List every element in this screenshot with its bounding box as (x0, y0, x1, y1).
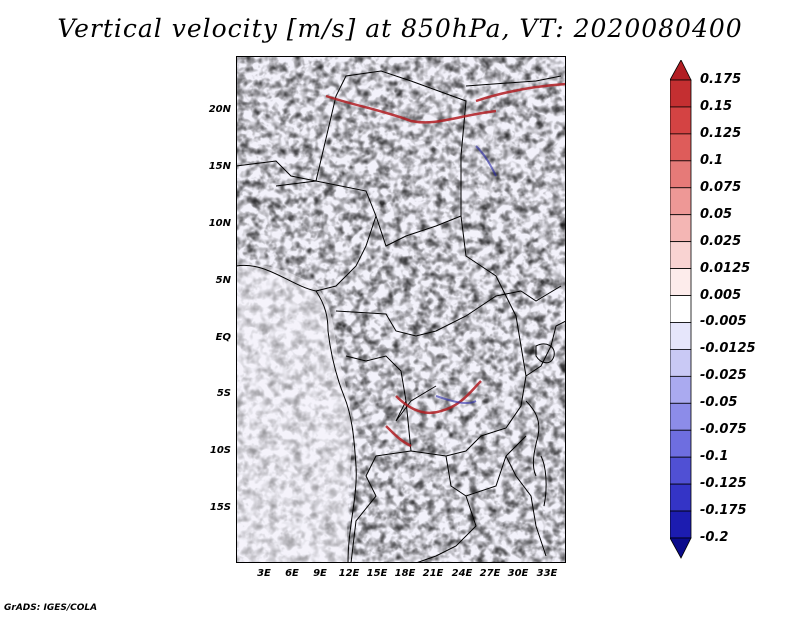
colorbar-cell (670, 429, 692, 458)
sahel-border (236, 70, 467, 216)
lon-label-21e: 21E (422, 568, 444, 579)
ascent-streaks (325, 82, 566, 448)
colorbar-label: -0.2 (700, 530, 729, 545)
colorbar-label: 0.025 (700, 233, 742, 249)
descent-streaks (435, 145, 497, 405)
colorbar-label: -0.175 (700, 503, 747, 519)
colorbar-cell (670, 187, 692, 216)
colorbar-cell (670, 375, 692, 404)
lon-label-6e: 6E (285, 568, 299, 579)
lon-label-18e: 18E (394, 568, 416, 579)
boundaries (236, 70, 566, 563)
colorbar-cell (670, 79, 692, 108)
zambia-south-border (415, 495, 477, 563)
mozambique-border (505, 455, 547, 557)
lon-label-12e: 12E (338, 568, 360, 579)
zambia-border (445, 435, 527, 497)
map-frame (236, 56, 566, 563)
colorbar-cell (670, 402, 692, 431)
colorbar-label: -0.125 (700, 476, 747, 492)
colorbar-label: 0.175 (700, 72, 742, 87)
velocity-map (236, 56, 566, 563)
lon-label-33e: 33E (536, 568, 558, 579)
colorbar-label: 0.15 (700, 98, 733, 114)
lake-tanganyika (525, 400, 540, 477)
credit-text: GrADS: IGES/COLA (4, 603, 98, 613)
colorbar (670, 60, 692, 559)
colorbar-cell (670, 456, 692, 485)
colorbar-label: 0.1 (700, 152, 724, 168)
lon-label-27e: 27E (479, 568, 501, 579)
lon-label-3e: 3E (257, 568, 271, 579)
ethiopia-border (520, 285, 562, 302)
colorbar-cell (670, 133, 692, 162)
colorbar-cell (670, 510, 692, 539)
lon-label-24e: 24E (451, 568, 473, 579)
colorbar-cell (670, 106, 692, 135)
lon-label-30e: 30E (507, 568, 529, 579)
colorbar-cell (670, 268, 692, 296)
colorbar-label: 0.125 (700, 125, 742, 141)
colorbar-bottom-arrow (670, 537, 692, 559)
lat-label-10n: 10N (208, 218, 231, 229)
colorbar-label: 0.075 (700, 179, 742, 195)
colorbar-label: -0.05 (700, 395, 738, 411)
colorbar-cell (670, 214, 692, 243)
ocean-area (236, 264, 353, 563)
lat-label-5s: 5S (216, 388, 231, 399)
map-title: Vertical velocity [m/s] at 850hPa, VT: 2… (57, 14, 743, 43)
colorbar-label: -0.0125 (700, 341, 756, 357)
lat-label-15n: 15N (208, 161, 231, 172)
lat-label-15s: 15S (209, 502, 231, 513)
colorbar-cells (670, 60, 692, 559)
congo-border (345, 355, 437, 422)
colorbar-label: -0.005 (700, 314, 747, 330)
nigeria-border (275, 180, 377, 292)
colorbar-cell (670, 322, 692, 350)
colorbar-label: 0.0125 (700, 260, 751, 276)
colorbar-cell (670, 160, 692, 189)
chad-car-border (375, 215, 517, 317)
lon-label-9e: 9E (313, 568, 327, 579)
colorbar-label: -0.1 (700, 449, 729, 465)
lake-victoria (535, 343, 555, 364)
colorbar-label: 0.005 (700, 287, 742, 303)
lake-malawi (540, 455, 547, 507)
colorbar-label: -0.075 (700, 422, 747, 438)
colorbar-label: 0.05 (700, 206, 733, 222)
north-border (465, 75, 562, 87)
lon-label-15e: 15E (366, 568, 388, 579)
lat-label-5n: 5N (215, 275, 231, 286)
congo-north-border (335, 290, 522, 337)
colorbar-label: -0.025 (700, 368, 747, 384)
colorbar-cell (670, 483, 692, 512)
lat-label-10s: 10S (209, 445, 231, 456)
colorbar-top-arrow (670, 60, 692, 81)
lat-label-eq: EQ (215, 332, 231, 343)
colorbar-cell (670, 295, 692, 323)
colorbar-cell (670, 349, 692, 377)
colorbar-cell (670, 241, 692, 269)
lat-label-20n: 20N (208, 104, 231, 115)
west-coastline (236, 264, 357, 563)
drc-east-border (410, 315, 527, 457)
